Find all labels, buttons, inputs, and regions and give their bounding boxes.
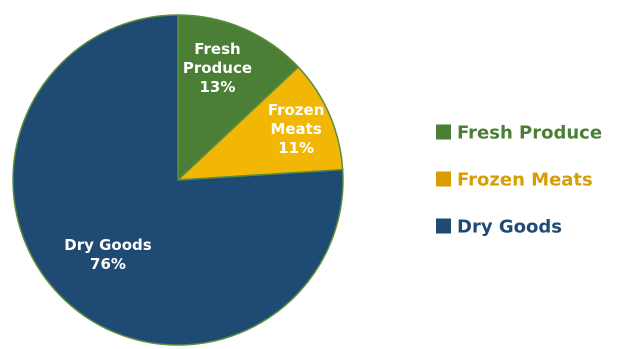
- pie-slice-dry-goods: [12, 14, 344, 346]
- slice-label-frozen-meats: Frozen Meats 11%: [268, 101, 325, 157]
- pie-slice-frozen-meats: [175, 65, 344, 181]
- legend-label-frozen-meats: Frozen Meats: [457, 170, 593, 191]
- slice-label-dry-goods: Dry Goods 76%: [64, 236, 152, 273]
- pie-labels: Fresh Produce 13% Frozen Meats 11% Dry Goods 76…: [64, 40, 324, 273]
- pie-slices: [12, 14, 344, 346]
- legend-label-fresh-produce: Fresh Produce: [457, 123, 602, 144]
- legend-swatch-dry-goods: [436, 218, 451, 234]
- pie-slice-fresh-produce: [177, 14, 300, 182]
- slice-label-fresh-produce: Fresh Produce 13%: [183, 40, 252, 96]
- legend: Fresh Produce Frozen Meats Dry Goods: [436, 123, 602, 238]
- legend-swatch-fresh-produce: [436, 124, 451, 140]
- legend-label-dry-goods: Dry Goods: [457, 217, 562, 238]
- legend-swatch-frozen-meats: [436, 171, 451, 187]
